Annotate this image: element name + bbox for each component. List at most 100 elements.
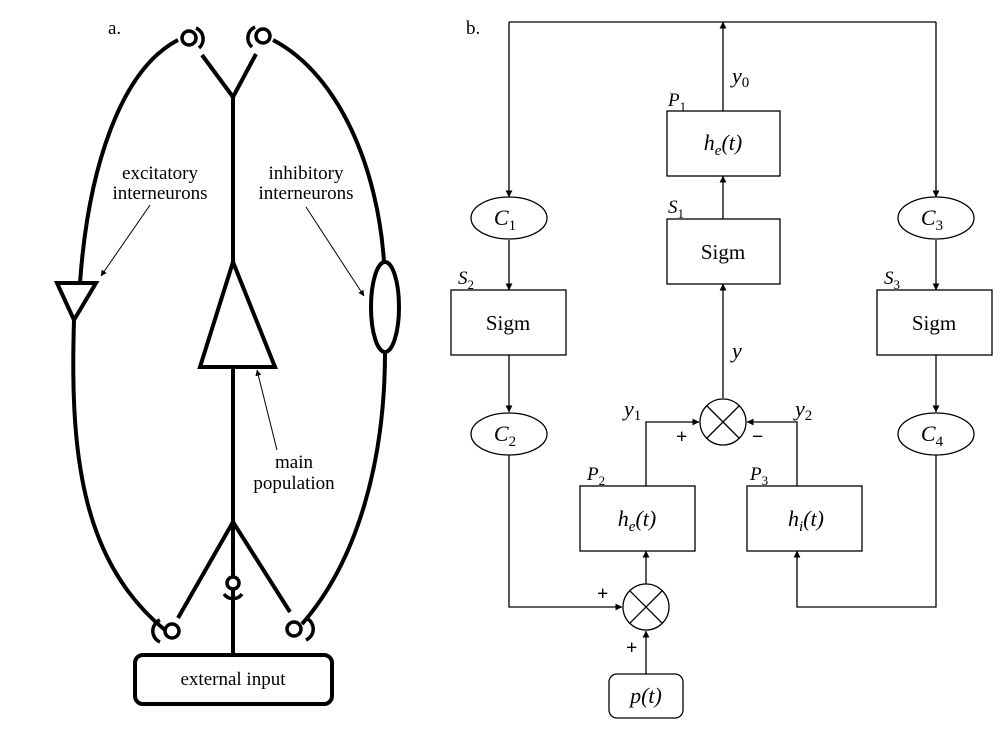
plus-sign-main: +: [676, 426, 687, 448]
block-p2: P2 he(t): [579, 464, 696, 552]
block-p1: P1 he(t): [666, 90, 781, 177]
input-p-box: [608, 673, 684, 719]
minus-sign-main: −: [752, 426, 763, 448]
y0-sub: 0: [742, 75, 750, 91]
s2-text: Sigm: [486, 311, 530, 335]
p2-func: h: [618, 506, 629, 531]
p1-arg: (t): [721, 130, 742, 155]
input-arg: (t): [641, 683, 662, 708]
c2-to-sum-line: [508, 455, 623, 611]
c4-sub: 4: [936, 434, 944, 450]
inhibitory-label-line1: inhibitory: [269, 163, 344, 184]
panel-a: a.: [53, 18, 401, 706]
main-population-triangle: [197, 256, 278, 369]
input-summing-junction: [622, 583, 670, 631]
y1-label: y1: [622, 396, 641, 424]
c4-to-p3-line: [793, 455, 937, 608]
p1-sub: 1: [680, 99, 687, 114]
block-s1: S1 Sigm: [666, 197, 781, 285]
s2-name: S: [458, 268, 468, 289]
ellipse-c4: C4: [897, 412, 975, 456]
svg-text:C1: C1: [494, 205, 516, 234]
inhibitory-interneuron-ellipse: [369, 260, 401, 354]
c3-name: C: [921, 205, 936, 230]
block-p3: P3 hi(t): [746, 464, 863, 552]
ellipse-c2: C2: [470, 412, 548, 456]
svg-text:S3: S3: [884, 268, 900, 292]
s3-text: Sigm: [912, 311, 956, 335]
y-label: y: [730, 338, 742, 363]
p3-name: P: [749, 464, 762, 485]
s1-name: S: [668, 197, 678, 218]
main-label-line1: main: [275, 452, 313, 473]
main-label-line2: population: [253, 473, 335, 494]
svg-text:S2: S2: [458, 268, 474, 292]
y2-name: y: [793, 396, 805, 421]
inhibitory-pointer-arrow: [305, 206, 365, 297]
s1-sub: 1: [678, 206, 685, 221]
block-s3: S3 Sigm: [876, 268, 993, 356]
c1-name: C: [494, 205, 509, 230]
s1-text: Sigm: [701, 240, 745, 264]
panel-b: b. P1 he(t) S1: [450, 18, 993, 719]
excitatory-pointer-arrow: [100, 204, 151, 277]
svg-text:p(t): p(t): [628, 683, 662, 708]
c2-sub: 2: [509, 434, 517, 450]
p3-func-sub: i: [799, 519, 803, 535]
inhibitory-loop-lower: [300, 351, 387, 626]
p3-arg: (t): [803, 506, 824, 531]
excitatory-loop-upper: [78, 38, 179, 284]
c1-sub: 1: [509, 218, 517, 234]
ellipse-c3: C3: [897, 196, 975, 240]
y2-sub: 2: [805, 408, 813, 424]
main-pointer-arrow: [255, 369, 278, 451]
svg-text:S1: S1: [668, 197, 684, 221]
svg-text:C3: C3: [921, 205, 943, 234]
inhibitory-label-line2: interneurons: [259, 183, 354, 204]
c4-name: C: [921, 421, 936, 446]
basal-branches: [176, 520, 292, 619]
excitatory-label-line2: interneurons: [113, 183, 208, 204]
y0-name: y: [730, 63, 742, 88]
synapse-bottom-left: [151, 618, 181, 644]
svg-text:P3: P3: [749, 464, 768, 488]
p2-sub: 2: [599, 473, 606, 488]
y2-label: y2: [793, 396, 812, 424]
apical-branches: [200, 53, 258, 99]
c2-name: C: [494, 421, 509, 446]
block-s2: S2 Sigm: [450, 268, 567, 356]
svg-text:P2: P2: [586, 464, 605, 488]
svg-text:P1: P1: [667, 90, 686, 114]
panel-a-label: a.: [108, 18, 121, 39]
p1-func: h: [704, 130, 715, 155]
main-summing-junction: [699, 398, 747, 446]
s3-name: S: [884, 268, 894, 289]
p3-sub: 3: [762, 473, 769, 488]
y1-sub: 1: [634, 408, 642, 424]
p3-func: h: [788, 506, 799, 531]
plus-sign-c2: +: [597, 583, 608, 605]
input-func: p: [628, 683, 641, 708]
inhibitory-loop-upper: [272, 38, 386, 263]
p2-arg: (t): [635, 506, 656, 531]
excitatory-label-line1: excitatory: [122, 163, 198, 184]
c3-sub: 3: [936, 218, 944, 234]
svg-text:C4: C4: [921, 421, 944, 450]
synapse-center: [222, 575, 244, 601]
external-input-label: external input: [181, 669, 287, 690]
svg-text:he(t): he(t): [618, 506, 656, 535]
svg-text:hi(t): hi(t): [788, 506, 824, 535]
s2-sub: 2: [468, 277, 475, 292]
connections: [505, 21, 940, 674]
p2-name: P: [586, 464, 599, 485]
svg-text:C2: C2: [494, 421, 516, 450]
excitatory-loop-lower: [71, 319, 167, 632]
panel-b-label: b.: [466, 18, 480, 39]
external-input-box: [133, 653, 334, 706]
synapse-top-left: [180, 26, 205, 50]
y0-label: y0: [730, 63, 749, 91]
ellipse-c1: C1: [470, 196, 548, 240]
y1-name: y: [622, 396, 634, 421]
synapse-bottom-right: [285, 616, 315, 642]
